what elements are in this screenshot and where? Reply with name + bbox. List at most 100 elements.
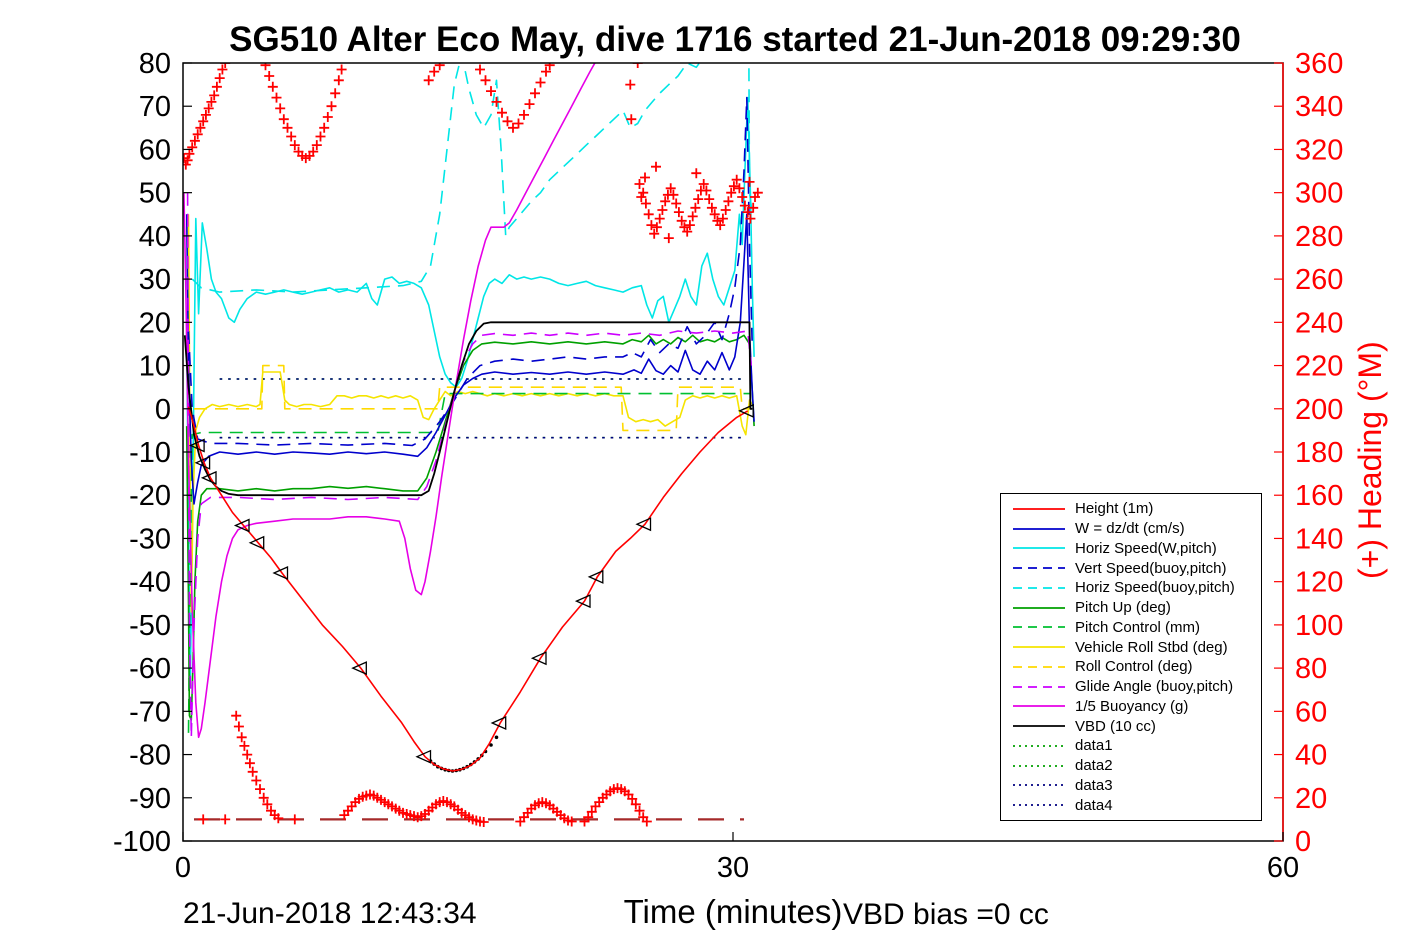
legend-label: Roll Control (deg) <box>1075 658 1193 676</box>
legend-label: data4 <box>1075 796 1113 814</box>
right-tick-label: 100 <box>1295 610 1343 642</box>
right-tick-label: 60 <box>1295 696 1327 728</box>
series-horiz_speed_w_pitch <box>185 96 755 682</box>
legend-line-sample <box>1013 685 1065 688</box>
legend-line-sample <box>1013 567 1065 570</box>
right-tick-label: 340 <box>1295 91 1343 123</box>
chart-title: SG510 Alter Eco May, dive 1716 started 2… <box>229 20 1241 59</box>
series-buoyancy_fifth <box>183 63 596 739</box>
legend-item-7: Pitch Control (mm) <box>1001 618 1261 636</box>
legend-line-sample <box>1013 764 1065 767</box>
legend-item-10: Glide Angle (buoy,pitch) <box>1001 678 1261 696</box>
left-tick-label: -70 <box>129 696 171 728</box>
left-tick-label: -10 <box>129 437 171 469</box>
left-tick-label: -40 <box>129 567 171 599</box>
legend-label: Horiz Speed(W,pitch) <box>1075 539 1217 557</box>
right-tick-label: 0 <box>1295 826 1311 858</box>
series-pitch_control <box>187 392 750 733</box>
vbd-bias-label: VBD bias =0 cc <box>843 898 1049 931</box>
legend-line-sample <box>1013 626 1065 629</box>
series-height <box>187 403 754 772</box>
series-horiz_speed_buoy_pitch <box>191 63 754 293</box>
legend: Height (1m) W = dz/dt (cm/s) Horiz Speed(W… <box>1000 493 1262 821</box>
dive-end-timestamp: 21-Jun-2018 12:43:34 <box>183 897 477 930</box>
right-tick-label: 20 <box>1295 783 1327 815</box>
left-tick-label: -50 <box>129 610 171 642</box>
legend-line-sample <box>1013 547 1065 550</box>
legend-item-14: data2 <box>1001 757 1261 775</box>
left-tick-label: -30 <box>129 523 171 555</box>
legend-item-16: data4 <box>1001 796 1261 814</box>
left-tick-label: 0 <box>155 394 171 426</box>
right-tick-label: 320 <box>1295 134 1343 166</box>
left-tick-label: 20 <box>139 307 171 339</box>
right-tick-label: 200 <box>1295 394 1343 426</box>
legend-item-4: Vert Speed(buoy,pitch) <box>1001 559 1261 577</box>
axes: 80706050403020100-10-20-30-40-50-60-70-8… <box>113 48 1343 884</box>
right-tick-label: 220 <box>1295 351 1343 383</box>
legend-label: Height (1m) <box>1075 500 1154 518</box>
legend-label: data1 <box>1075 737 1113 755</box>
left-tick-label: 10 <box>139 351 171 383</box>
right-tick-label: 120 <box>1295 567 1343 599</box>
legend-item-9: Roll Control (deg) <box>1001 658 1261 676</box>
right-tick-label: 80 <box>1295 653 1327 685</box>
x-tick-label: 60 <box>1267 852 1299 884</box>
legend-label: Horiz Speed(buoy,pitch) <box>1075 579 1235 597</box>
legend-line-sample <box>1013 744 1065 747</box>
legend-item-2: W = dz/dt (cm/s) <box>1001 520 1261 538</box>
left-tick-label: 30 <box>139 264 171 296</box>
legend-label: data3 <box>1075 776 1113 794</box>
legend-line-sample <box>1013 507 1065 510</box>
legend-item-6: Pitch Up (deg) <box>1001 599 1261 617</box>
legend-label: 1/5 Buoyancy (g) <box>1075 697 1189 715</box>
right-tick-label: 280 <box>1295 221 1343 253</box>
x-tick-label: 30 <box>717 852 749 884</box>
x-tick-label: 0 <box>175 852 191 884</box>
legend-item-1: Height (1m) <box>1001 500 1261 518</box>
left-tick-label: 70 <box>139 91 171 123</box>
legend-label: Vert Speed(buoy,pitch) <box>1075 559 1227 577</box>
legend-item-13: data1 <box>1001 737 1261 755</box>
left-tick-label: -60 <box>129 653 171 685</box>
right-tick-label: 180 <box>1295 437 1343 469</box>
series-roll_control <box>194 364 752 432</box>
plot-series-layer <box>183 63 763 827</box>
legend-label: Pitch Up (deg) <box>1075 599 1171 617</box>
legend-label: W = dz/dt (cm/s) <box>1075 520 1185 538</box>
legend-item-8: Vehicle Roll Stbd (deg) <box>1001 638 1261 656</box>
series-w_dzdt <box>185 213 755 505</box>
left-tick-label: 60 <box>139 134 171 166</box>
left-tick-label: 50 <box>139 178 171 210</box>
right-axis-label: (+) Heading (°M) <box>1352 341 1388 579</box>
series-glide_angle_buoy_pitch <box>186 192 753 739</box>
legend-label: Glide Angle (buoy,pitch) <box>1075 678 1234 696</box>
right-tick-label: 160 <box>1295 480 1343 512</box>
legend-item-11: 1/5 Buoyancy (g) <box>1001 697 1261 715</box>
series-heading_measured <box>183 63 763 827</box>
left-tick-label: -100 <box>113 826 171 858</box>
legend-line-sample <box>1013 586 1065 589</box>
x-axis-label: Time (minutes) <box>623 893 843 930</box>
right-tick-label: 300 <box>1295 178 1343 210</box>
left-tick-label: -80 <box>129 740 171 772</box>
right-tick-label: 40 <box>1295 740 1327 772</box>
right-tick-label: 260 <box>1295 264 1343 296</box>
left-tick-label: 40 <box>139 221 171 253</box>
left-tick-label: -20 <box>129 480 171 512</box>
left-tick-label: 80 <box>139 48 171 80</box>
right-tick-label: 140 <box>1295 523 1343 555</box>
legend-label: data2 <box>1075 757 1113 775</box>
legend-label: Pitch Control (mm) <box>1075 618 1201 636</box>
legend-line-sample <box>1013 705 1065 708</box>
series-vbd_10cc <box>183 321 753 497</box>
right-tick-label: 240 <box>1295 307 1343 339</box>
legend-item-3: Horiz Speed(W,pitch) <box>1001 539 1261 557</box>
legend-item-12: VBD (10 cc) <box>1001 717 1261 735</box>
legend-line-sample <box>1013 646 1065 649</box>
legend-line-sample <box>1013 527 1065 530</box>
legend-line-sample <box>1013 725 1065 728</box>
legend-label: VBD (10 cc) <box>1075 717 1156 735</box>
